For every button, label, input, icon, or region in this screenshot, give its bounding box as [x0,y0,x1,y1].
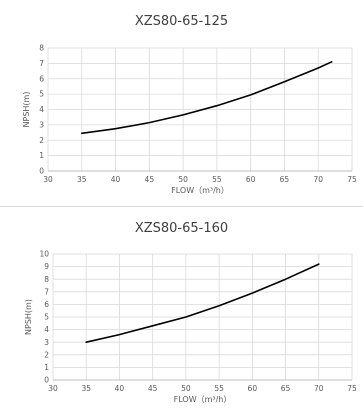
y-axis-label: NPSH(m) [24,299,33,335]
y-tick-label: 7 [39,59,44,68]
y-tick-label: 5 [44,313,49,322]
y-tick-label: 8 [39,44,44,53]
chart-plot: 30 35 40 45 50 55 60 65 70 75012345678910FLOW（m³/… [24,250,357,404]
x-tick-label: 35 [77,175,87,184]
x-tick-label: 70 [313,175,323,184]
chart-panel-npsh-160: XZS80-65-160 30 35 40 45 50 55 60 65 70 75 0 1 2 3 4 5 6… [0,207,363,414]
series-line [85,263,320,343]
chart-panel-npsh-125: XZS80-65-125 30 35 40 45 50 55 60 65 70 75 0 1 2 3 4 5 6… [0,14,363,207]
y-tick-label: 3 [39,120,44,129]
y-tick-label: 9 [44,262,49,271]
x-tick-label: 40 [111,175,121,184]
y-tick-label: 4 [44,325,49,334]
x-tick-label: 65 [280,175,290,184]
x-tick-label: 75 [347,384,357,393]
x-tick-label: 55 [214,384,224,393]
x-tick-label: 75 [347,175,357,184]
x-tick-label: 45 [148,384,158,393]
y-tick-label: 3 [44,338,49,347]
x-axis-label: FLOW（m³/h） [174,395,232,404]
chart-title: XZS80-65-125 [134,14,229,29]
x-tick-label: 70 [314,384,324,393]
x-tick-label: 60 [246,175,256,184]
x-axis-label: FLOW（m³/h） [171,186,229,195]
y-tick-label: 7 [44,287,49,296]
x-tick-label: 50 [178,175,188,184]
x-tick-label: 35 [81,384,91,393]
y-axis-label: NPSH(m) [22,92,31,128]
chart-title: XZS80-65-160 [134,221,229,236]
y-tick-label: 0 [44,376,49,385]
x-tick-label: 45 [145,175,155,184]
chart-plot: 30 35 40 45 50 55 60 65 70 75012345678FLOW（m³/h）N… [22,44,357,195]
y-tick-label: 6 [39,74,44,83]
y-tick-label: 8 [44,275,49,284]
series-line [81,60,333,135]
y-tick-label: 4 [39,105,44,114]
y-tick-label: 0 [39,167,44,176]
y-tick-label: 6 [44,300,49,309]
x-tick-label: 55 [212,175,222,184]
x-tick-label: 60 [248,384,258,393]
y-tick-label: 1 [44,363,49,372]
x-tick-label: 50 [181,384,191,393]
y-tick-label: 5 [39,90,44,99]
x-tick-label: 40 [115,384,125,393]
y-tick-label: 2 [44,350,49,359]
y-tick-label: 2 [39,136,44,145]
x-tick-label: 65 [281,384,291,393]
x-tick-label: 30 [48,384,58,393]
x-tick-label: 30 [43,175,53,184]
y-tick-label: 1 [39,151,44,160]
y-tick-label: 10 [39,250,49,259]
